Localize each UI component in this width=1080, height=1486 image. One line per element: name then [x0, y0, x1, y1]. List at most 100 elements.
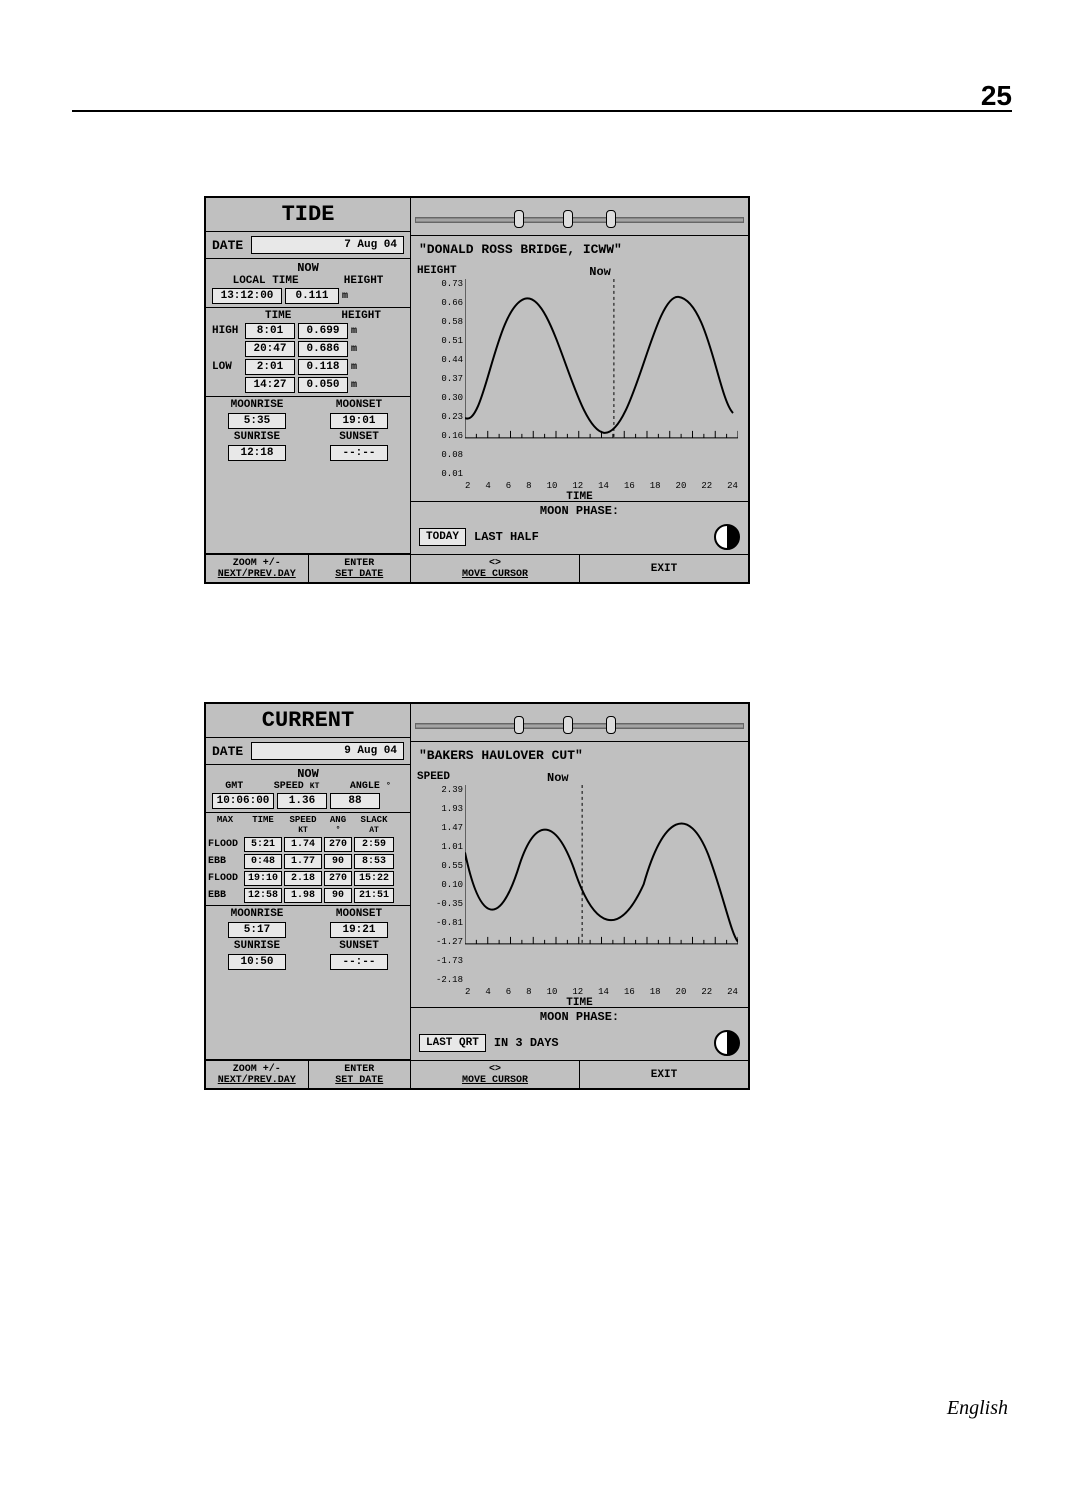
flood2-label: FLOOD [208, 873, 242, 884]
cursor-button[interactable]: <> MOVE CURSOR [411, 555, 580, 582]
current-tab-bar[interactable] [411, 704, 748, 742]
chart-xlabel: TIME [566, 997, 592, 1009]
tide-date-row: DATE 7 Aug 04 [206, 232, 410, 259]
zoom-label-bot: NEXT/PREV.DAY [206, 569, 308, 580]
moon-status: IN 3 DAYS [494, 1036, 559, 1050]
tide-title: TIDE [206, 198, 410, 232]
speed-col: SPEEDKT [284, 815, 322, 835]
sunrise-label: SUNRISE [210, 431, 304, 443]
tab-marker[interactable] [514, 210, 524, 228]
tab-marker[interactable] [606, 716, 616, 734]
ebb2-label: EBB [208, 890, 242, 901]
zoom-label-top: ZOOM +/- [206, 1064, 308, 1075]
tide-left-pane: TIDE DATE 7 Aug 04 NOW LOCAL TIME HEIGHT… [206, 198, 410, 582]
exit-button[interactable]: EXIT [580, 1061, 748, 1088]
high-label: HIGH [212, 325, 242, 337]
ebb2-spd: 1.98 [284, 888, 322, 903]
low2-height: 0.050 [298, 377, 348, 393]
enter-button[interactable]: ENTER SET DATE [309, 1061, 411, 1088]
enter-label-top: ENTER [309, 558, 411, 569]
local-time-label: LOCAL TIME [233, 275, 299, 287]
moon-phase-icon [714, 524, 740, 550]
now-speed-value: 1.36 [277, 793, 327, 809]
moonrise-label: MOONRISE [210, 399, 304, 411]
tide-date-value[interactable]: 7 Aug 04 [251, 236, 404, 254]
date-label: DATE [212, 744, 243, 759]
zoom-label-bot: NEXT/PREV.DAY [206, 1075, 308, 1086]
moonset-value: 19:01 [330, 413, 388, 429]
chart-ylabel: HEIGHT [417, 265, 457, 277]
zoom-button[interactable]: ZOOM +/- NEXT/PREV.DAY [206, 1061, 309, 1088]
current-screen: CURRENT DATE 9 Aug 04 NOW GMT SPEED KT A… [204, 702, 750, 1090]
ebb1-time: 0:48 [244, 854, 282, 869]
current-chart: SPEED Now 2.391.931.471.010.550.10-0.35-… [417, 771, 742, 1005]
date-label: DATE [212, 238, 243, 253]
cursor-button[interactable]: <> MOVE CURSOR [411, 1061, 580, 1088]
tab-marker[interactable] [563, 716, 573, 734]
enter-button[interactable]: ENTER SET DATE [309, 555, 411, 582]
current-left-buttons: ZOOM +/- NEXT/PREV.DAY ENTER SET DATE [206, 1060, 410, 1088]
flood1-slack: 2:59 [354, 837, 394, 852]
cursor-label: MOVE CURSOR [462, 1075, 528, 1086]
sunrise-value: 12:18 [228, 445, 286, 461]
chart-now-label: Now [589, 265, 611, 279]
tab-marker[interactable] [563, 210, 573, 228]
moonset-label: MOONSET [312, 908, 406, 920]
exit-button[interactable]: EXIT [580, 555, 748, 582]
moonrise-label: MOONRISE [210, 908, 304, 920]
unit-m: m [342, 291, 348, 302]
current-now-section: NOW GMT SPEED KT ANGLE ° 10:06:00 1.36 8… [206, 765, 410, 813]
max-label: MAX [208, 815, 242, 835]
tide-tab-bar[interactable] [411, 198, 748, 236]
low2-time: 14:27 [245, 377, 295, 393]
unit-m: m [351, 362, 357, 373]
tide-y-ticks: 0.730.660.580.510.440.370.300.230.160.08… [429, 279, 463, 479]
tide-x-ticks: 24681012141618202224 [465, 481, 738, 491]
moonrise-value: 5:17 [228, 922, 286, 938]
cursor-icon: <> [489, 1064, 501, 1075]
tide-highlow-section: TIME HEIGHT HIGH 8:01 0.699 m 20:47 0.68… [206, 308, 410, 397]
tide-chart-svg [465, 279, 738, 443]
local-time-value: 13:12:00 [212, 288, 282, 304]
footer-language: English [947, 1397, 1008, 1420]
now-label: NOW [210, 261, 406, 275]
cursor-icon: <> [489, 558, 501, 569]
now-label: NOW [210, 767, 406, 781]
current-max-section: MAX TIME SPEEDKT ANG° SLACKAT FLOOD 5:21… [206, 813, 410, 906]
high1-time: 8:01 [245, 323, 295, 339]
ebb1-slack: 8:53 [354, 854, 394, 869]
angle-label: ANGLE ° [350, 781, 391, 792]
current-x-ticks: 24681012141618202224 [465, 987, 738, 997]
tide-right-buttons: <> MOVE CURSOR EXIT [411, 554, 748, 582]
flood1-ang: 270 [324, 837, 352, 852]
zoom-button[interactable]: ZOOM +/- NEXT/PREV.DAY [206, 555, 309, 582]
moon-phase-label: MOON PHASE: [411, 501, 748, 520]
tab-marker[interactable] [606, 210, 616, 228]
exit-label: EXIT [651, 1069, 677, 1081]
tide-now-section: NOW LOCAL TIME HEIGHT 13:12:00 0.111 m [206, 259, 410, 308]
tab-marker[interactable] [514, 716, 524, 734]
tide-moon-section: MOONRISE MOONSET 5:35 19:01 SUNRISE SUNS… [206, 397, 410, 554]
ang-col: ANG° [324, 815, 352, 835]
current-date-value[interactable]: 9 Aug 04 [251, 742, 404, 760]
now-angle-value: 88 [330, 793, 380, 809]
ebb1-ang: 90 [324, 854, 352, 869]
current-moon-section: MOONRISE MOONSET 5:17 19:21 SUNRISE SUNS… [206, 906, 410, 1060]
ebb2-ang: 90 [324, 888, 352, 903]
sunset-label: SUNSET [312, 431, 406, 443]
enter-label-bot: SET DATE [309, 569, 411, 580]
header-rule [72, 110, 1012, 112]
ebb1-label: EBB [208, 856, 242, 867]
chart-ylabel: SPEED [417, 771, 450, 783]
time-col-label: TIME [265, 310, 291, 322]
low-label: LOW [212, 361, 242, 373]
enter-label-bot: SET DATE [309, 1075, 411, 1086]
unit-m: m [351, 326, 357, 337]
tide-screen: TIDE DATE 7 Aug 04 NOW LOCAL TIME HEIGHT… [204, 196, 750, 584]
moon-status-row: TODAY LAST HALF [411, 520, 748, 554]
low1-time: 2:01 [245, 359, 295, 375]
moon-phase-icon [714, 1030, 740, 1056]
zoom-label-top: ZOOM +/- [206, 558, 308, 569]
low1-height: 0.118 [298, 359, 348, 375]
unit-m: m [351, 380, 357, 391]
